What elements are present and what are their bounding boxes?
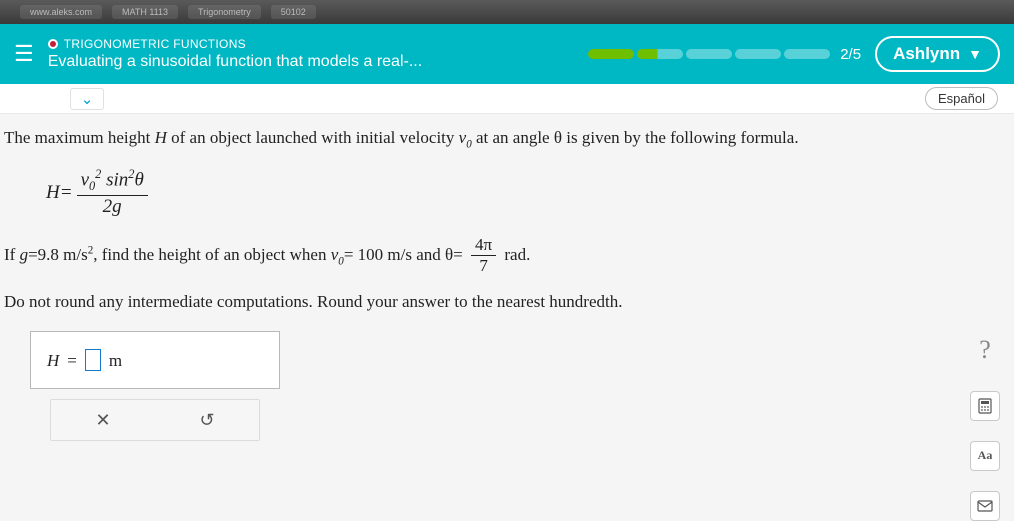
side-tools: ? Aa: [970, 329, 1000, 521]
answer-unit: m: [109, 347, 122, 374]
formula-lhs: H: [46, 178, 60, 208]
var-h: H: [155, 128, 167, 147]
calculator-button[interactable]: [970, 391, 1000, 421]
l2and: and: [412, 245, 445, 264]
intro-mid2: at an angle: [472, 128, 554, 147]
header-titles: TRIGONOMETRIC FUNCTIONS Evaluating a sin…: [48, 37, 422, 71]
l2eq: =: [28, 245, 38, 264]
chevron-down-icon: ⌄: [81, 90, 94, 108]
intro-line: The maximum height H of an object launch…: [0, 124, 996, 154]
instruction-line: Do not round any intermediate computatio…: [0, 288, 996, 315]
clear-button[interactable]: ✕: [95, 406, 110, 435]
category-row: TRIGONOMETRIC FUNCTIONS: [48, 37, 422, 51]
user-menu-button[interactable]: Ashlynn ▼: [875, 36, 1000, 72]
problem-content: The maximum height H of an object launch…: [0, 114, 1014, 441]
text-size-button[interactable]: Aa: [970, 441, 1000, 471]
chevron-down-icon: ▼: [968, 46, 982, 62]
browser-crumb-1: MATH 1113: [112, 5, 178, 19]
reset-button[interactable]: ↺: [199, 406, 214, 435]
language-button[interactable]: Español: [925, 87, 998, 110]
angle-den: 7: [479, 256, 488, 276]
browser-chrome: www.aleks.com MATH 1113 Trigonometry 501…: [0, 0, 1014, 24]
formula-eq: =: [60, 178, 73, 208]
answer-controls: ✕ ↺: [50, 399, 260, 441]
progress-area: 2/5: [588, 46, 861, 63]
progress-seg-4: [735, 49, 781, 59]
browser-crumb-3: 50102: [271, 5, 316, 19]
progress-seg-1: [588, 49, 634, 59]
l2-v0: v0: [331, 245, 344, 264]
intro-post: is given by the following formula.: [562, 128, 799, 147]
l2eq3: =: [453, 245, 463, 264]
answer-input[interactable]: [85, 349, 101, 371]
message-button[interactable]: [970, 491, 1000, 521]
app-header: ☰ TRIGONOMETRIC FUNCTIONS Evaluating a s…: [0, 24, 1014, 84]
formula-num: v02 sin2θ: [77, 168, 148, 196]
topic-title: Evaluating a sinusoidal function that mo…: [48, 53, 422, 71]
l2theta: θ: [445, 245, 453, 264]
answer-box[interactable]: H = m: [30, 331, 280, 389]
l2gval: 9.8 m/s: [38, 245, 88, 264]
answer-lhs: H: [47, 347, 59, 374]
answer-eq: =: [67, 347, 77, 374]
angle-fraction: 4π 7: [471, 236, 496, 276]
var-v0: v0: [459, 128, 472, 147]
formula-fraction: v02 sin2θ 2g: [77, 168, 148, 218]
given-line: If g=9.8 m/s2, find the height of an obj…: [0, 236, 996, 276]
den-2: 2: [103, 196, 113, 217]
menu-icon[interactable]: ☰: [14, 43, 34, 65]
progress-seg-2: [637, 49, 683, 59]
formula-den: 2g: [103, 196, 122, 218]
browser-crumb-2: Trigonometry: [188, 5, 261, 19]
l2eq2: =: [344, 245, 354, 264]
calculator-icon: [977, 398, 993, 414]
l2v0val: 100 m/s: [358, 245, 412, 264]
browser-url: www.aleks.com: [20, 5, 102, 19]
category-dot-icon: [48, 39, 58, 49]
var-theta: θ: [554, 128, 562, 147]
l2rad: rad.: [500, 245, 530, 264]
expand-button[interactable]: ⌄: [70, 88, 104, 110]
progress-bar: [588, 49, 830, 59]
intro-pre: The maximum height: [4, 128, 155, 147]
intro-mid1: of an object launched with initial veloc…: [167, 128, 459, 147]
category-label: TRIGONOMETRIC FUNCTIONS: [64, 37, 246, 51]
user-name: Ashlynn: [893, 44, 960, 64]
main-formula: H = v02 sin2θ 2g: [46, 168, 996, 218]
l2g: g: [20, 245, 29, 264]
l2b: , find the height of an object when: [93, 245, 330, 264]
l2a: If: [4, 245, 20, 264]
sub-header: ⌄ Español: [0, 84, 1014, 114]
progress-seg-3: [686, 49, 732, 59]
den-g: g: [112, 196, 122, 217]
progress-text: 2/5: [840, 46, 861, 63]
angle-num: 4π: [471, 236, 496, 257]
help-button[interactable]: ?: [979, 329, 991, 371]
progress-seg-5: [784, 49, 830, 59]
envelope-icon: [977, 500, 993, 512]
